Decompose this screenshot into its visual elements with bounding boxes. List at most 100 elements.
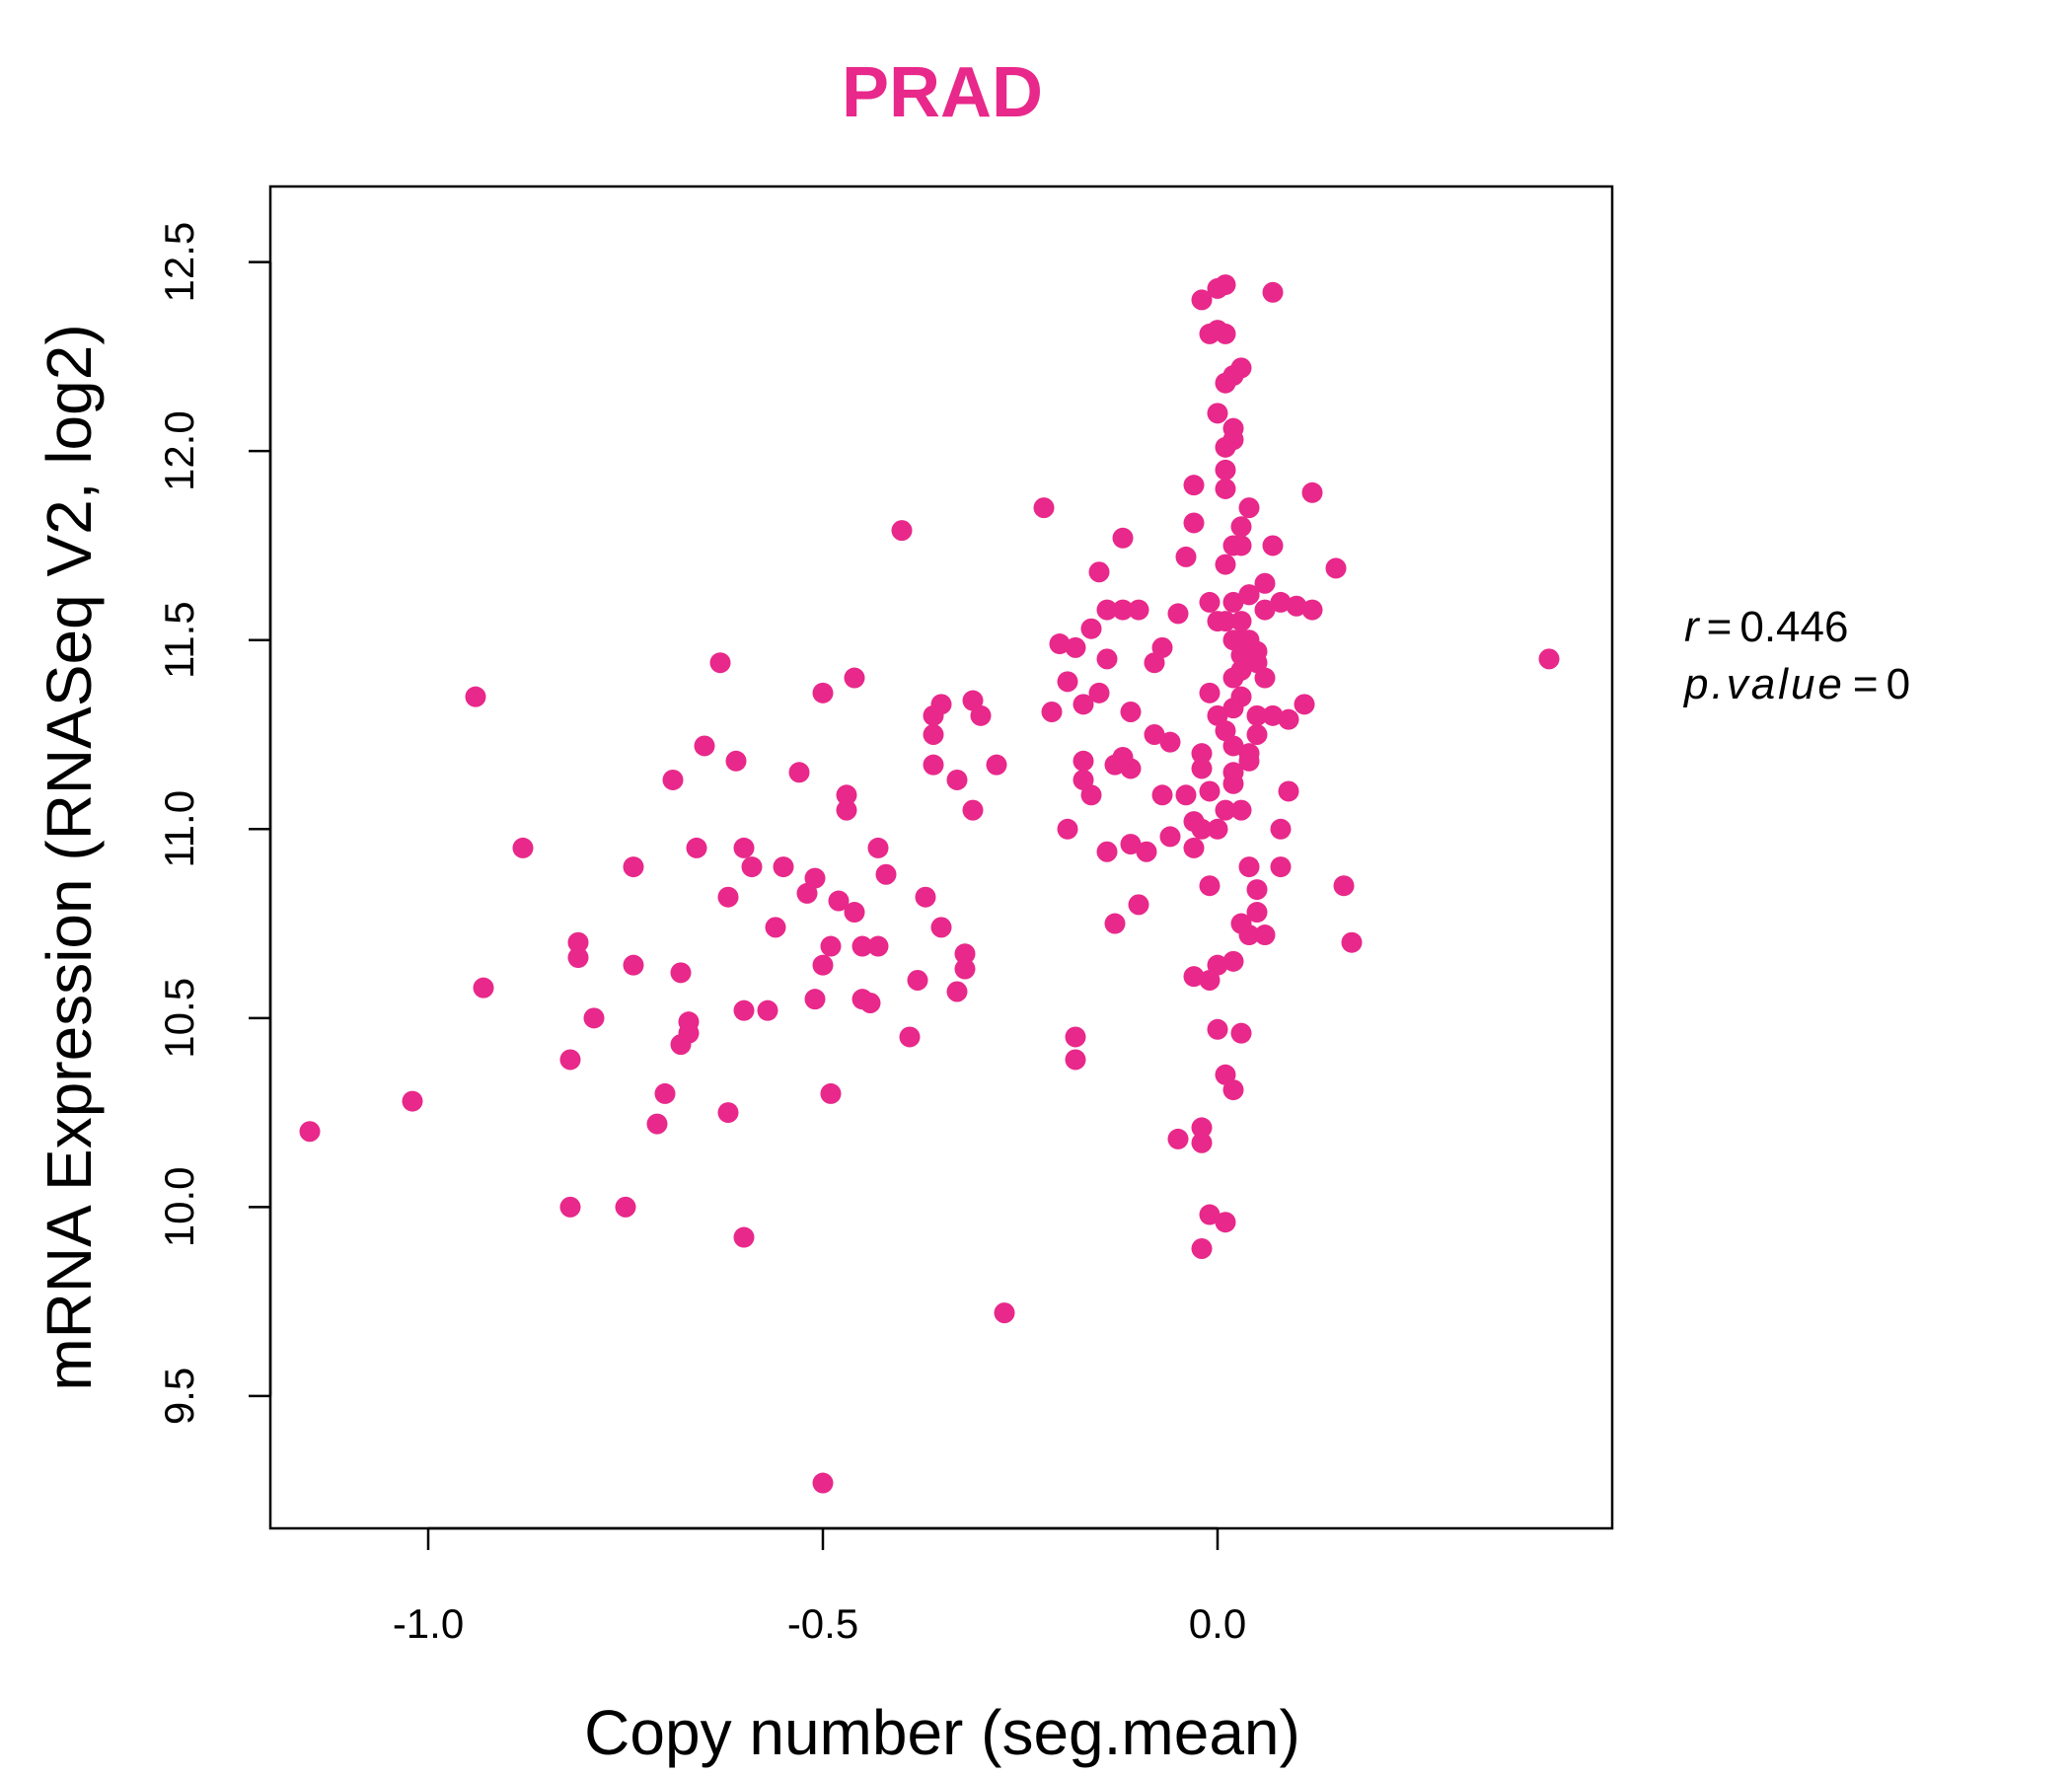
data-point (1199, 1204, 1221, 1225)
data-point (1120, 758, 1142, 779)
data-point (1175, 546, 1197, 567)
data-point (930, 694, 952, 715)
data-point (559, 1196, 581, 1218)
data-point (828, 890, 850, 912)
data-point (1199, 875, 1221, 897)
data-point (567, 947, 589, 969)
data-point (1215, 554, 1236, 575)
data-point (1073, 694, 1094, 715)
data-point (844, 902, 865, 924)
data-point (930, 917, 952, 938)
data-point (1254, 572, 1276, 594)
data-point (1159, 826, 1181, 848)
data-point (694, 735, 715, 757)
y-tick-label: 11.5 (156, 601, 202, 679)
data-point (1183, 475, 1205, 496)
data-point (1270, 818, 1292, 840)
data-point (1301, 481, 1323, 503)
data-point (1230, 535, 1252, 556)
data-point (1057, 671, 1078, 693)
data-point (623, 856, 644, 878)
data-point (820, 1082, 842, 1104)
data-point (733, 999, 755, 1021)
y-tick-label: 10.0 (156, 1166, 202, 1247)
data-point (1246, 879, 1268, 901)
data-point (1175, 784, 1197, 806)
data-point (994, 1302, 1015, 1324)
data-point (1080, 618, 1102, 639)
data-point (812, 1472, 834, 1494)
data-point (1065, 1026, 1086, 1048)
data-point (1112, 599, 1134, 621)
data-point (1191, 758, 1213, 779)
data-point (1246, 704, 1268, 726)
data-point (1088, 561, 1110, 583)
data-point (1207, 403, 1228, 424)
data-point (765, 917, 786, 938)
data-point (867, 837, 889, 858)
data-point (615, 1196, 636, 1218)
data-point (820, 935, 842, 957)
data-point (1159, 731, 1181, 753)
data-point (1215, 478, 1236, 499)
data-point (402, 1090, 423, 1112)
data-point (1191, 1132, 1213, 1153)
data-point (1191, 1238, 1213, 1260)
data-point (583, 1007, 605, 1029)
data-point (867, 935, 889, 957)
data-point (1215, 799, 1236, 821)
x-tick-label: -1.0 (393, 1600, 464, 1647)
data-point (1254, 599, 1276, 621)
data-point (859, 992, 881, 1013)
data-point (836, 784, 857, 806)
data-point (662, 769, 684, 790)
data-point (1238, 497, 1260, 519)
data-point (1222, 591, 1244, 613)
data-point (851, 935, 873, 957)
y-tick-label: 12.5 (156, 222, 202, 303)
data-point (804, 867, 826, 889)
data-point (1151, 784, 1173, 806)
data-point (923, 754, 944, 776)
data-point (733, 837, 755, 858)
data-point (970, 704, 992, 726)
data-point (717, 1102, 739, 1124)
data-point (654, 1082, 676, 1104)
data-point (1128, 599, 1149, 621)
data-point (1278, 780, 1299, 802)
data-point (812, 682, 834, 703)
y-tick-label: 9.5 (156, 1368, 202, 1425)
data-point (1246, 723, 1268, 745)
data-point (1230, 799, 1252, 821)
data-point (1096, 599, 1118, 621)
data-point (473, 977, 494, 999)
data-point (804, 989, 826, 1010)
data-point (946, 981, 968, 1002)
data-point (733, 1226, 755, 1248)
data-point (1222, 950, 1244, 972)
data-point (646, 1113, 668, 1135)
data-point (1183, 837, 1205, 858)
y-tick-label: 12.0 (156, 410, 202, 491)
x-axis-title: Copy number (seg.mean) (584, 1697, 1300, 1768)
data-point (1120, 702, 1142, 723)
data-point (741, 856, 763, 878)
data-point (1199, 591, 1221, 613)
data-point (1222, 429, 1244, 451)
data-point (1128, 894, 1149, 916)
y-tick-label: 11.0 (156, 790, 202, 868)
data-point (1191, 1117, 1213, 1139)
data-point (1167, 603, 1189, 625)
data-point (1538, 648, 1560, 670)
data-point (1215, 274, 1236, 296)
data-point (725, 750, 747, 772)
data-point (1151, 636, 1173, 658)
data-point (1278, 708, 1299, 730)
data-point (1073, 750, 1094, 772)
x-tick-label: 0.0 (1189, 1600, 1246, 1647)
data-point (1262, 704, 1284, 726)
data-point (1191, 743, 1213, 765)
data-point (954, 943, 976, 965)
data-point (1246, 640, 1268, 662)
data-point (773, 856, 794, 878)
